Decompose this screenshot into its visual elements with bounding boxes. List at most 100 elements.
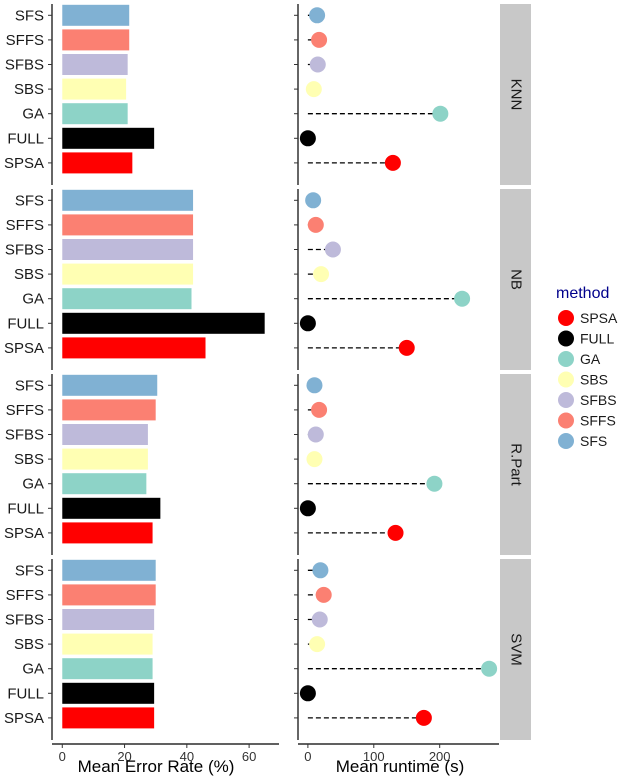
point-knn-ga xyxy=(432,105,449,122)
x-tick-label: 100 xyxy=(363,749,385,764)
category-label-sfs: SFS xyxy=(15,192,44,209)
legend-label-sfbs: SFBS xyxy=(580,392,617,408)
category-label-sffs: SFFS xyxy=(6,217,44,234)
category-label-sffs: SFFS xyxy=(6,32,44,49)
bar-nb-ga xyxy=(62,288,192,310)
x-tick-label: 60 xyxy=(242,749,256,764)
point-r-part-sbs xyxy=(306,451,323,468)
category-label-sbs: SBS xyxy=(14,266,44,283)
bar-r-part-full xyxy=(62,497,161,519)
legend-key-ga xyxy=(558,351,574,367)
category-label-full: FULL xyxy=(7,130,44,147)
facet-strip-nb xyxy=(500,189,531,370)
runtime-axis-label: Mean runtime (s) xyxy=(336,757,464,776)
point-svm-ga xyxy=(481,660,498,677)
bar-svm-ga xyxy=(62,658,153,680)
bar-r-part-spsa xyxy=(62,522,153,544)
point-knn-full xyxy=(299,130,316,147)
point-svm-sbs xyxy=(309,636,326,653)
point-svm-full xyxy=(299,685,316,702)
bar-nb-sffs xyxy=(62,214,194,236)
category-label-full: FULL xyxy=(7,500,44,517)
bar-r-part-sbs xyxy=(62,448,148,470)
point-nb-full xyxy=(299,315,316,332)
facet-strip-knn xyxy=(500,4,531,185)
category-label-ga: GA xyxy=(22,476,44,493)
bar-nb-sfbs xyxy=(62,239,194,260)
legend-key-full xyxy=(558,330,574,347)
bar-svm-spsa xyxy=(62,707,155,729)
point-nb-sffs xyxy=(307,216,324,233)
point-knn-sbs xyxy=(305,81,322,98)
point-svm-sfs xyxy=(312,562,329,579)
category-label-spsa: SPSA xyxy=(4,155,44,172)
facet-strip-svm xyxy=(500,559,531,740)
bar-svm-sfbs xyxy=(62,609,155,630)
point-knn-sfbs xyxy=(309,56,326,73)
bar-nb-full xyxy=(62,312,265,334)
category-label-sbs: SBS xyxy=(14,636,44,653)
legend-key-sffs xyxy=(558,412,574,429)
point-nb-sfbs xyxy=(324,241,341,258)
category-label-sfbs: SFBS xyxy=(5,242,44,259)
legend-label-spsa: SPSA xyxy=(580,310,618,326)
bar-svm-full xyxy=(62,682,155,704)
legend-label-sffs: SFFS xyxy=(580,413,616,429)
bar-r-part-sfs xyxy=(62,374,158,396)
category-label-ga: GA xyxy=(22,106,44,123)
facet-strip-r-part xyxy=(500,374,531,555)
category-label-ga: GA xyxy=(22,661,44,678)
axes: 0 20 40 60 0 100 200 xyxy=(48,4,499,764)
point-svm-sfbs xyxy=(311,611,328,628)
bar-knn-full xyxy=(62,127,155,149)
x-tick-label: 40 xyxy=(180,749,194,764)
category-label-sfs: SFS xyxy=(15,562,44,579)
point-nb-ga xyxy=(454,290,471,307)
point-nb-spsa xyxy=(398,339,415,356)
facet-label-svm: SVM xyxy=(508,633,525,666)
category-label-full: FULL xyxy=(7,685,44,702)
bar-knn-sbs xyxy=(62,78,127,100)
legend-label-ga: GA xyxy=(580,351,601,367)
category-label-ga: GA xyxy=(22,291,44,308)
bar-knn-sfbs xyxy=(62,54,128,75)
legend-key-sfs xyxy=(558,433,574,449)
bar-r-part-sffs xyxy=(62,399,156,421)
facet-label-nb: NB xyxy=(508,269,525,290)
bar-svm-sbs xyxy=(62,633,153,655)
category-label-sfbs: SFBS xyxy=(5,612,44,629)
bar-knn-sffs xyxy=(62,29,130,51)
bar-nb-sfs xyxy=(62,189,194,211)
x-tick-label: 0 xyxy=(304,749,311,764)
x-tick-label: 0 xyxy=(59,749,66,764)
legend-key-sbs xyxy=(558,371,574,388)
point-knn-sffs xyxy=(311,31,328,48)
runtime-panels xyxy=(299,7,498,726)
point-r-part-full xyxy=(299,500,316,517)
point-svm-sffs xyxy=(315,586,332,603)
point-r-part-spsa xyxy=(387,524,404,541)
point-nb-sfs xyxy=(305,192,322,209)
x-tick-label: 20 xyxy=(117,749,131,764)
legend-title: method xyxy=(556,285,609,302)
point-r-part-sfs xyxy=(306,377,323,394)
bar-nb-spsa xyxy=(62,337,206,359)
bar-nb-sbs xyxy=(62,263,194,285)
legend-label-sfs: SFS xyxy=(580,433,607,449)
point-r-part-sfbs xyxy=(307,426,324,443)
bar-r-part-sfbs xyxy=(62,424,148,445)
legend-key-spsa xyxy=(558,310,574,326)
bar-svm-sffs xyxy=(62,584,156,606)
legend: method SPSA FULL GA SBS SFBS SFFS SFS xyxy=(556,285,618,449)
category-label-sfbs: SFBS xyxy=(5,57,44,74)
category-label-spsa: SPSA xyxy=(4,710,44,727)
x-tick-label: 200 xyxy=(429,749,451,764)
category-label-sbs: SBS xyxy=(14,451,44,468)
category-label-spsa: SPSA xyxy=(4,525,44,542)
category-label-sfs: SFS xyxy=(15,377,44,394)
category-label-sffs: SFFS xyxy=(6,402,44,419)
legend-key-sfbs xyxy=(558,392,574,408)
bar-knn-sfs xyxy=(62,4,130,26)
legend-label-sbs: SBS xyxy=(580,372,608,388)
